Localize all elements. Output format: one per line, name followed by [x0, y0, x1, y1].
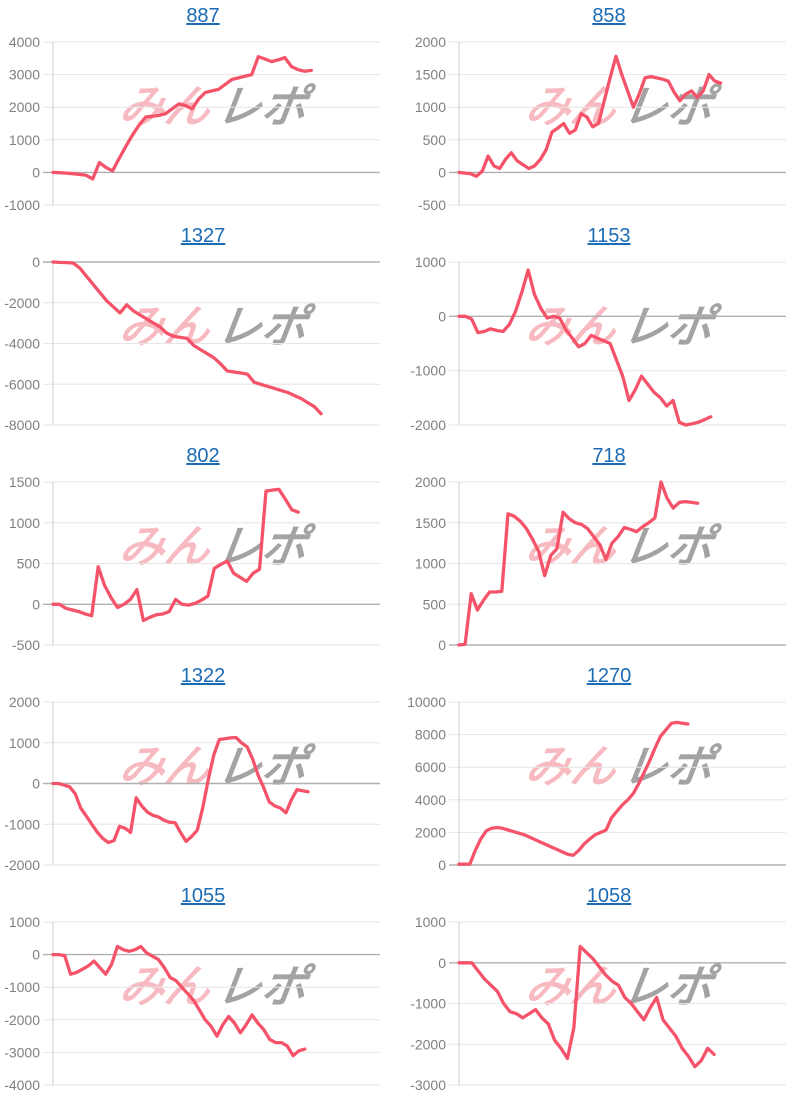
chart-title-wrap: 1058 [406, 885, 812, 909]
svg-text:2000: 2000 [415, 824, 446, 840]
line-chart: 4000 3000 2000 1000 0 -1000 [4, 34, 380, 213]
svg-text:8000: 8000 [415, 727, 446, 743]
svg-text:-4000: -4000 [4, 1077, 40, 1093]
chart-cell: 802 みんレポ 1500 1000 500 0 -500 [0, 440, 406, 660]
svg-text:2000: 2000 [9, 99, 40, 115]
svg-text:4000: 4000 [415, 792, 446, 808]
svg-text:-8000: -8000 [4, 417, 40, 433]
svg-text:3000: 3000 [9, 67, 40, 83]
chart-title-link[interactable]: 1327 [180, 225, 226, 247]
chart-title-wrap: 858 [406, 5, 812, 29]
svg-text:0: 0 [438, 857, 446, 873]
svg-text:1000: 1000 [415, 254, 446, 270]
svg-text:1500: 1500 [415, 515, 446, 531]
chart-cell: 1153 みんレポ 1000 0 -1000 -2000 [406, 220, 812, 440]
svg-text:-1000: -1000 [4, 197, 40, 213]
line-chart: 1000 0 -1000 -2000 -3000 [410, 914, 786, 1093]
line-chart: 1000 0 -1000 -2000 [410, 254, 786, 433]
chart-title-wrap: 887 [0, 5, 406, 29]
chart-cell: 1058 みんレポ 1000 0 -1000 -2000 -3000 [406, 880, 812, 1100]
line-chart: 2000 1500 1000 500 0 [415, 474, 786, 653]
svg-text:-3000: -3000 [4, 1044, 40, 1060]
chart-cell: 1270 みんレポ 10000 8000 6000 4000 2000 0 [406, 660, 812, 880]
svg-text:-2000: -2000 [4, 857, 40, 873]
svg-text:0: 0 [438, 637, 446, 653]
line-chart: 0 -2000 -4000 -6000 -8000 [4, 254, 380, 433]
svg-text:-1000: -1000 [410, 363, 446, 379]
line-chart: 2000 1500 1000 500 0 -500 [415, 34, 786, 213]
svg-text:-1000: -1000 [410, 996, 446, 1012]
svg-text:-6000: -6000 [4, 376, 40, 392]
line-chart: 2000 1000 0 -1000 -2000 [4, 694, 380, 873]
line-chart: 10000 8000 6000 4000 2000 0 [407, 694, 786, 873]
svg-text:-1000: -1000 [4, 979, 40, 995]
chart-title-link[interactable]: 858 [592, 5, 626, 27]
svg-text:0: 0 [438, 955, 446, 971]
svg-text:-2000: -2000 [410, 417, 446, 433]
svg-text:-2000: -2000 [4, 1012, 40, 1028]
svg-text:0: 0 [438, 164, 446, 180]
chart-cell: 887 みんレポ 4000 3000 2000 1000 0 -1000 [0, 0, 406, 220]
chart-title-wrap: 718 [406, 445, 812, 469]
chart-title-wrap: 1153 [406, 225, 812, 249]
svg-text:0: 0 [438, 308, 446, 324]
chart-title-wrap: 802 [0, 445, 406, 469]
chart-cell: 1055 みんレポ 1000 0 -1000 -2000 -3000 -4000 [0, 880, 406, 1100]
svg-text:500: 500 [423, 596, 447, 612]
svg-text:10000: 10000 [407, 694, 446, 710]
chart-cell: 1327 みんレポ 0 -2000 -4000 -6000 -8000 [0, 220, 406, 440]
svg-text:1000: 1000 [9, 914, 40, 930]
svg-text:1000: 1000 [415, 99, 446, 115]
svg-text:-2000: -2000 [410, 1036, 446, 1052]
svg-text:1000: 1000 [9, 132, 40, 148]
chart-title-link[interactable]: 1055 [180, 885, 226, 907]
chart-cell: 1322 みんレポ 2000 1000 0 -1000 -2000 [0, 660, 406, 880]
chart-title-wrap: 1327 [0, 225, 406, 249]
svg-text:0: 0 [32, 596, 40, 612]
chart-title-link[interactable]: 1058 [586, 885, 632, 907]
line-chart: 1000 0 -1000 -2000 -3000 -4000 [4, 914, 380, 1093]
chart-title-link[interactable]: 1322 [180, 665, 226, 687]
chart-title-wrap: 1270 [406, 665, 812, 689]
svg-text:0: 0 [32, 776, 40, 792]
svg-text:-500: -500 [12, 637, 40, 653]
svg-text:2000: 2000 [415, 474, 446, 490]
svg-text:500: 500 [423, 132, 447, 148]
svg-text:-4000: -4000 [4, 336, 40, 352]
svg-text:1000: 1000 [415, 556, 446, 572]
svg-text:-2000: -2000 [4, 295, 40, 311]
chart-cell: 858 みんレポ 2000 1500 1000 500 0 -500 [406, 0, 812, 220]
svg-text:2000: 2000 [415, 34, 446, 50]
svg-text:1500: 1500 [9, 474, 40, 490]
chart-title-link[interactable]: 1153 [587, 225, 631, 247]
svg-text:4000: 4000 [9, 34, 40, 50]
svg-text:1000: 1000 [9, 515, 40, 531]
chart-title-link[interactable]: 802 [186, 445, 220, 467]
chart-title-link[interactable]: 1270 [586, 665, 632, 687]
svg-text:0: 0 [32, 947, 40, 963]
svg-text:-1000: -1000 [4, 816, 40, 832]
chart-title-link[interactable]: 887 [186, 5, 220, 27]
svg-text:1500: 1500 [415, 67, 446, 83]
chart-title-link[interactable]: 718 [592, 445, 626, 467]
svg-text:0: 0 [32, 164, 40, 180]
line-chart: 1500 1000 500 0 -500 [9, 474, 380, 653]
svg-text:1000: 1000 [415, 914, 446, 930]
svg-text:-3000: -3000 [410, 1077, 446, 1093]
chart-cell: 718 みんレポ 2000 1500 1000 500 0 [406, 440, 812, 660]
svg-text:500: 500 [17, 556, 41, 572]
svg-text:2000: 2000 [9, 694, 40, 710]
svg-text:6000: 6000 [415, 759, 446, 775]
svg-text:0: 0 [32, 254, 40, 270]
svg-text:-500: -500 [418, 197, 446, 213]
chart-title-wrap: 1322 [0, 665, 406, 689]
chart-title-wrap: 1055 [0, 885, 406, 909]
svg-text:1000: 1000 [9, 735, 40, 751]
